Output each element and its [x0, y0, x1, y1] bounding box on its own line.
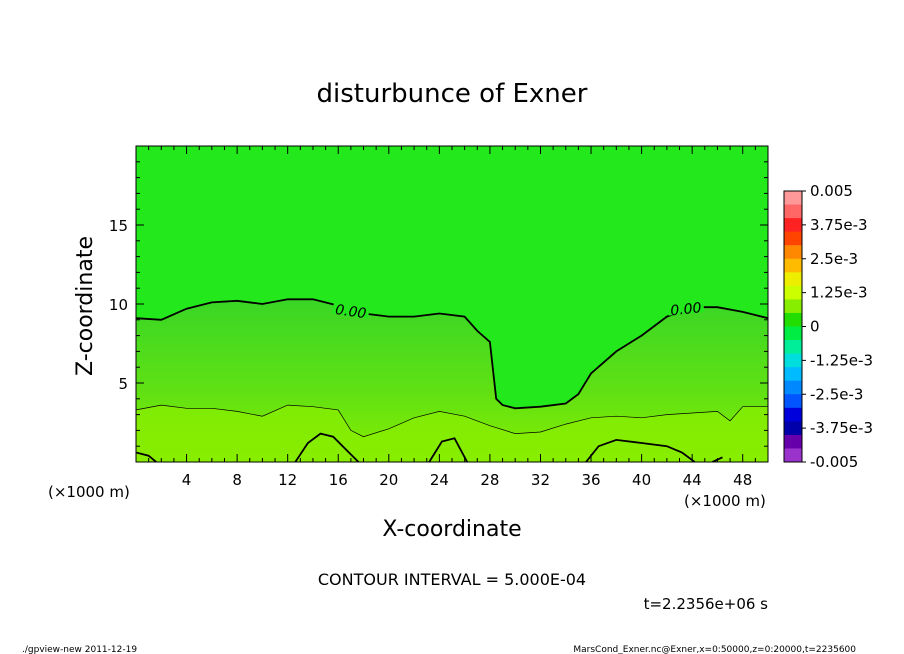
colorbar-label: -2.5e-3 — [810, 385, 863, 403]
colorbar-swatch — [784, 299, 802, 314]
colorbar-swatch — [784, 434, 802, 449]
x-tick-label: 36 — [581, 471, 600, 489]
colorbar-label: 1.25e-3 — [810, 284, 868, 302]
low-contour-line — [428, 437, 468, 462]
chart-title: disturbunce of Exner — [317, 79, 588, 109]
x-tick-label: 44 — [683, 471, 702, 489]
y-axis-title: Z-coordinate — [73, 236, 98, 376]
y-tick-label: 10 — [109, 296, 128, 314]
colorbar-swatch — [784, 245, 802, 260]
contour-label: 0.00 — [670, 300, 703, 319]
footer-right: MarsCond_Exner.nc@Exner,x=0:50000,z=0:20… — [573, 645, 856, 654]
thin-contour-line — [136, 404, 768, 438]
low-contour-line — [585, 438, 696, 462]
colorbar-swatch — [784, 258, 802, 273]
colorbar-swatch — [784, 312, 802, 327]
contour-labels: 0.00 0.00 — [332, 297, 705, 322]
x-tick-label: 12 — [278, 471, 297, 489]
colorbar-label: -0.005 — [810, 453, 858, 471]
x-tick-label: 20 — [379, 471, 398, 489]
colorbar-swatch — [784, 353, 802, 368]
x-unit-label: (×1000 m) — [684, 492, 766, 510]
x-tick-label: 28 — [480, 471, 499, 489]
time-text: t=2.2356e+06 s — [644, 595, 769, 613]
x-axis-title: X-coordinate — [382, 517, 521, 542]
colorbar-label: 3.75e-3 — [810, 216, 868, 234]
y-axis-ticks: 5 10 15 — [109, 161, 768, 447]
footer-left: ./gpview-new 2011-12-19 — [22, 645, 137, 654]
x-tick-label: 8 — [232, 471, 242, 489]
x-tick-label: 4 — [182, 471, 192, 489]
colorbar-swatch — [784, 380, 802, 395]
y-unit-label: (×1000 m) — [48, 483, 130, 501]
contour-label-bg — [332, 299, 370, 319]
colorbar-swatch — [784, 421, 802, 436]
zero-contour-line — [136, 298, 768, 410]
x-tick-label: 48 — [733, 471, 752, 489]
colorbar-swatch — [784, 285, 802, 300]
colorbar-swatch — [784, 367, 802, 382]
x-tick-label: 24 — [430, 471, 449, 489]
contour-label: 0.00 — [334, 302, 367, 322]
x-axis-ticks: 4 8 12 16 20 24 28 32 36 40 44 48 — [148, 146, 756, 489]
colorbar-swatch — [784, 407, 802, 422]
colorbar — [783, 190, 803, 463]
contour-label-bg — [666, 297, 705, 316]
colorbar-swatch — [784, 204, 802, 219]
colorbar-swatch — [784, 340, 802, 355]
colorbar-label: -1.25e-3 — [810, 351, 873, 369]
x-tick-label: 16 — [329, 471, 348, 489]
colorbar-swatch — [784, 448, 802, 463]
colorbar-label: 0.005 — [810, 182, 853, 200]
x-tick-label: 32 — [531, 471, 550, 489]
y-tick-label: 5 — [118, 375, 128, 393]
colorbar-label: 2.5e-3 — [810, 250, 858, 268]
colorbar-label: 0 — [810, 318, 820, 336]
low-contour-line — [294, 432, 360, 462]
contour-interval-text: CONTOUR INTERVAL = 5.000E-04 — [318, 570, 586, 589]
y-tick-label: 15 — [109, 217, 128, 235]
colorbar-swatch — [784, 394, 802, 409]
colorbar-swatch — [784, 231, 802, 246]
colorbar-swatch — [784, 218, 802, 233]
colorbar-swatch — [784, 326, 802, 341]
x-tick-label: 40 — [632, 471, 651, 489]
colorbar-label: -3.75e-3 — [810, 419, 873, 437]
field-near-surface — [136, 405, 768, 462]
low-contour-line — [136, 451, 157, 462]
colorbar-labels: 0.005 3.75e-3 2.5e-3 1.25e-3 0 -1.25e-3 -2.5e-… — [802, 182, 873, 471]
colorbar-swatch — [784, 191, 802, 206]
colorbar-swatch — [784, 272, 802, 287]
